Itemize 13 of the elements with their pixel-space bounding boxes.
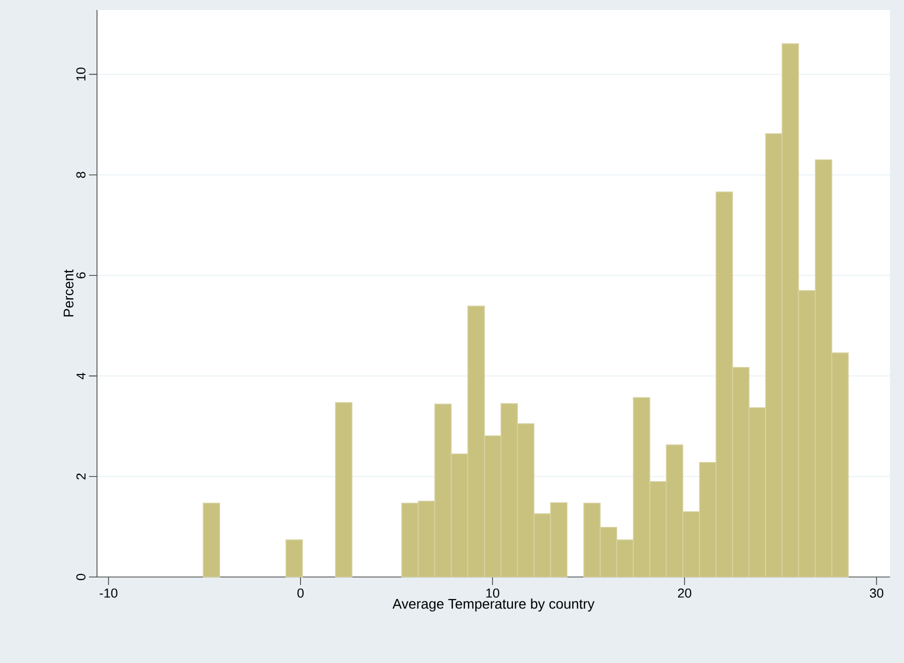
y-tick-label: 0 — [76, 574, 86, 580]
y-tick-label: 8 — [76, 172, 86, 178]
x-axis-title: Average Temperature by country — [392, 598, 594, 612]
x-tick-label: 0 — [297, 588, 304, 598]
y-tick-label: 2 — [76, 474, 86, 480]
y-axis-title: Percent — [64, 270, 74, 316]
x-tick-label: 10 — [486, 588, 500, 598]
x-tick-label: 20 — [678, 588, 692, 598]
x-tick-label: -10 — [100, 588, 118, 598]
y-tick-label: 10 — [76, 68, 86, 81]
y-tick-label: 4 — [76, 372, 86, 380]
y-tick-label: 6 — [76, 272, 86, 278]
x-tick-label: 30 — [870, 588, 884, 598]
